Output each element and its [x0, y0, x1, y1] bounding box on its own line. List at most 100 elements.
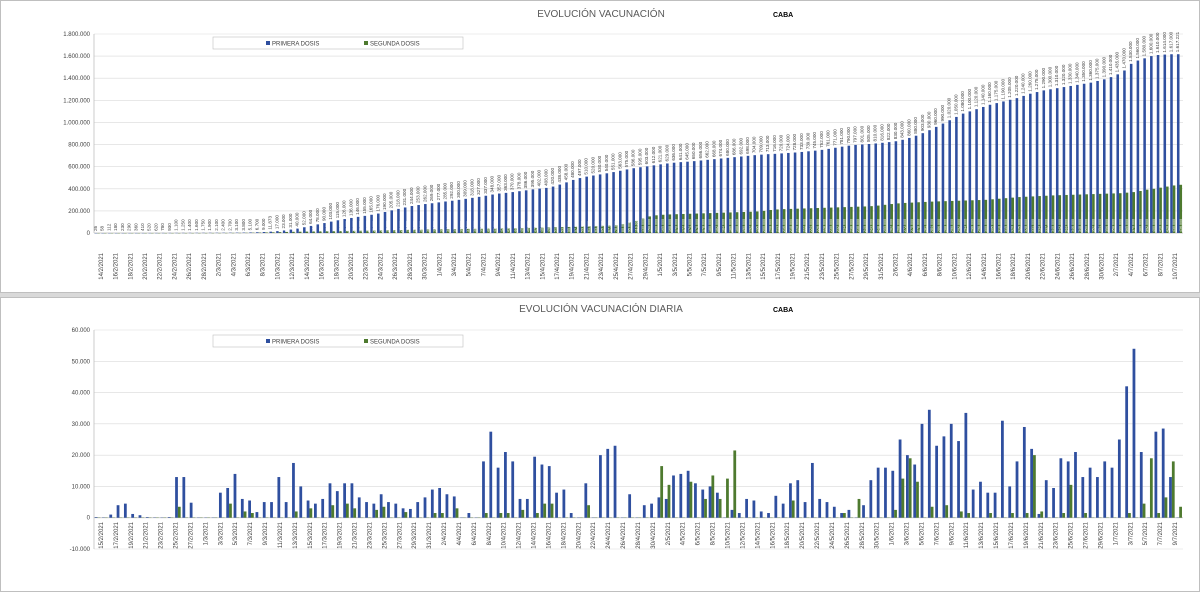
- bar-primera: [226, 488, 229, 518]
- x-tick-label: 28/5/2021: [860, 521, 866, 548]
- data-label-primera: 1.275.000: [1034, 69, 1039, 90]
- data-label-segunda: 230.000: [829, 219, 833, 232]
- data-label-segunda: 348.000: [1078, 219, 1082, 232]
- x-tick-label: 19/3/2021: [338, 521, 344, 548]
- x-tick-label: 7/5/2021: [702, 252, 708, 276]
- data-label-segunda: 18.300: [339, 221, 343, 232]
- x-tick-label: 19/5/2021: [790, 252, 796, 279]
- data-label-primera: 805.000: [866, 125, 871, 142]
- bar-segunda: [346, 504, 349, 518]
- data-label-segunda: 222.000: [802, 219, 806, 232]
- x-tick-label: 29/6/2021: [1098, 521, 1104, 548]
- data-label-segunda: 53.000: [560, 221, 564, 232]
- data-label-primera: 790.000: [846, 127, 851, 144]
- data-label-segunda: 22.000: [365, 221, 369, 232]
- data-label-primera: 205.000: [389, 191, 394, 208]
- data-label-segunda: 176.000: [695, 219, 699, 232]
- x-tick-label: 1/4/2021: [437, 252, 443, 276]
- bar-primera: [789, 483, 792, 517]
- bar-primera: [1154, 432, 1157, 518]
- data-label-primera: 930.000: [927, 111, 932, 128]
- data-label-primera: 497.000: [577, 159, 582, 176]
- x-tick-label: 13/3/2021: [293, 521, 299, 548]
- bar-segunda: [1172, 461, 1175, 517]
- bar-primera: [234, 474, 237, 518]
- data-label-segunda: 165.000: [661, 219, 665, 232]
- data-label-segunda: 240.000: [863, 219, 867, 232]
- data-label-segunda: 39.000: [480, 221, 484, 232]
- data-label-primera: 716.000: [772, 135, 777, 152]
- data-label-segunda: 243.000: [870, 219, 874, 232]
- x-tick-label: 24/6/2021: [1055, 252, 1061, 279]
- data-label-primera: 698.000: [745, 137, 750, 154]
- data-label-segunda: 65.000: [601, 221, 605, 232]
- bar-primera: [1063, 87, 1066, 233]
- y-tick-label: 0: [87, 231, 91, 237]
- x-tick-label: 8/4/2021: [487, 521, 493, 545]
- bar-primera: [760, 511, 763, 517]
- bar-primera: [826, 502, 829, 518]
- x-tick-label: 24/5/2021: [830, 521, 836, 548]
- x-tick-label: 20/4/2021: [576, 521, 582, 548]
- data-label-primera: 656.000: [698, 141, 703, 158]
- bar-primera: [292, 463, 295, 518]
- data-label-segunda: 80.000: [621, 221, 625, 232]
- bar-primera: [811, 463, 814, 518]
- data-label-segunda: 45.000: [520, 221, 524, 232]
- x-tick-label: 26/2/2021: [187, 252, 193, 279]
- x-tick-label: 28/4/2021: [636, 521, 642, 548]
- x-tick-label: 30/3/2021: [423, 252, 429, 279]
- data-label-segunda: 186.000: [728, 219, 732, 232]
- bar-primera: [1069, 86, 1072, 233]
- data-label-segunda: 25.000: [386, 221, 390, 232]
- x-tick-label: 24/4/2021: [606, 521, 612, 548]
- bar-primera: [1030, 449, 1033, 518]
- x-tick-label: 14/3/2021: [305, 252, 311, 279]
- bar-primera: [738, 513, 741, 518]
- bar-primera: [497, 468, 500, 518]
- data-label-primera: 797.000: [853, 126, 858, 143]
- x-tick-label: 15/3/2021: [308, 521, 314, 548]
- bar-primera: [942, 124, 945, 233]
- data-label-segunda: 34.500: [446, 221, 450, 232]
- x-tick-label: 19/4/2021: [570, 252, 576, 279]
- x-tick-label: 6/3/2021: [246, 252, 252, 276]
- data-label-primera: 930: [167, 223, 172, 231]
- data-label-primera: 1.610.000: [1155, 32, 1160, 53]
- data-label-primera: 112: [106, 223, 111, 231]
- data-label-primera: 520.000: [590, 156, 595, 173]
- data-label-segunda: 218.000: [789, 219, 793, 232]
- legend-swatch-primera: [266, 41, 270, 45]
- x-tick-label: 21/4/2021: [584, 252, 590, 279]
- data-label-segunda: 43.000: [507, 221, 511, 232]
- data-label-primera: 621.000: [658, 145, 663, 162]
- bar-primera: [351, 483, 354, 517]
- data-label-segunda: 272.000: [903, 219, 907, 232]
- bar-segunda: [441, 513, 444, 518]
- bar-primera: [124, 504, 127, 518]
- x-tick-label: 7/4/2021: [481, 252, 487, 276]
- bar-primera: [131, 514, 134, 518]
- y-tick-label: 50.000: [72, 359, 91, 365]
- bar-segunda: [668, 485, 671, 518]
- bar-primera: [365, 502, 368, 518]
- data-label-primera: 1.617.000: [1169, 31, 1174, 52]
- x-tick-label: 3/5/2021: [673, 252, 679, 276]
- data-label-segunda: 21.000: [359, 221, 363, 232]
- bar-primera: [1023, 427, 1026, 518]
- y-tick-label: 800.000: [68, 143, 90, 149]
- bar-segunda: [1150, 458, 1153, 517]
- bar-primera: [307, 501, 310, 518]
- data-label-segunda: 325.000: [1017, 219, 1021, 232]
- x-tick-label: 27/4/2021: [629, 252, 635, 279]
- bar-primera: [1043, 90, 1046, 233]
- data-label-primera: 686.000: [732, 138, 737, 155]
- bar-primera: [1140, 452, 1143, 518]
- x-tick-label: 22/6/2021: [1041, 252, 1047, 279]
- data-label-primera: 253.000: [416, 186, 421, 203]
- bar-primera: [687, 471, 690, 518]
- bar-primera: [935, 127, 938, 233]
- bar-primera: [1056, 88, 1059, 233]
- bar-primera: [1133, 349, 1136, 518]
- bar-primera: [416, 502, 419, 518]
